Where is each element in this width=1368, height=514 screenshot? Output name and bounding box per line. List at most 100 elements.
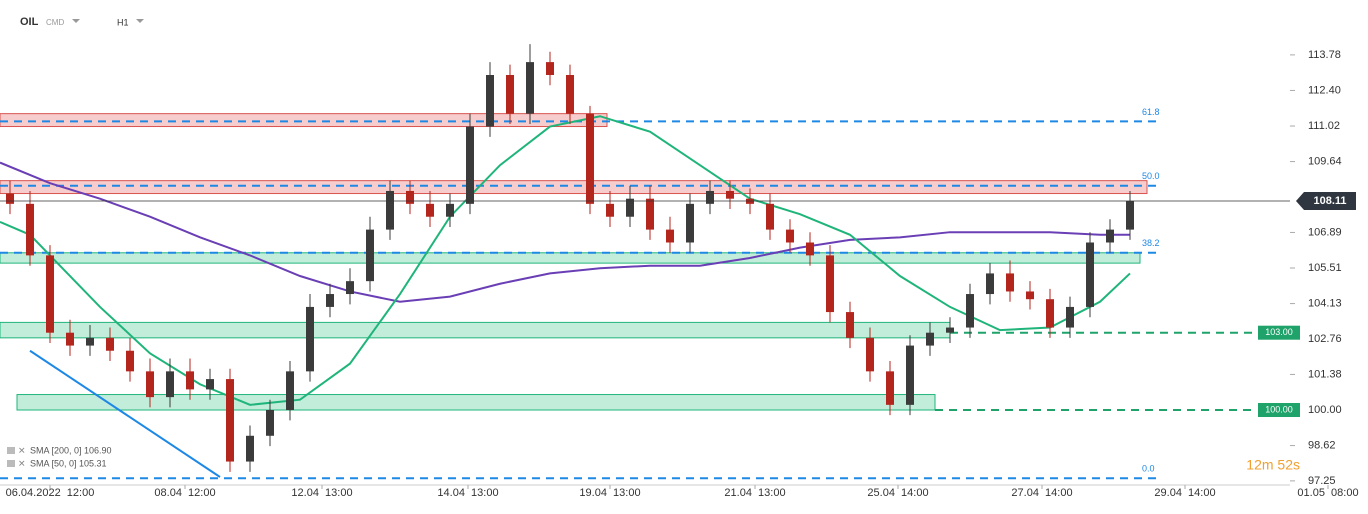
fib-label: 0.0 (1142, 464, 1155, 474)
legend-icon (7, 460, 15, 467)
x-tick-label: 25.04 14:00 (867, 487, 928, 499)
candle-body (166, 371, 174, 398)
candle-body (326, 294, 334, 307)
candle-body (586, 113, 594, 204)
legend-entry: SMA [200, 0] 106.90 (30, 445, 112, 455)
y-tick-label: 97.25 (1308, 475, 1336, 487)
candle-body (766, 203, 774, 230)
candle-body (846, 312, 854, 338)
x-tick-label: 14.04 13:00 (437, 487, 498, 499)
dropdown-icon[interactable] (136, 19, 144, 23)
legend-close: ✕ (18, 458, 26, 468)
level-label: 103.00 (1265, 327, 1293, 337)
candle-body (306, 306, 314, 372)
candle-body (1126, 201, 1134, 230)
candle-body (426, 203, 434, 217)
y-tick-label: 109.64 (1308, 155, 1342, 167)
zone (16, 394, 936, 411)
candle-body (926, 332, 934, 346)
zone (0, 180, 1148, 195)
candle-body (866, 337, 874, 372)
timer: 12m 52s (1246, 457, 1300, 473)
candle-body (486, 74, 494, 127)
candle-body (1066, 306, 1074, 328)
x-tick-label: 12.04 13:00 (291, 487, 352, 499)
zone (0, 113, 608, 128)
candle-body (1106, 229, 1114, 243)
y-tick-label: 98.62 (1308, 439, 1336, 451)
candle-body (706, 190, 714, 204)
last-price-label: 108.11 (1313, 195, 1346, 207)
candle-body (606, 203, 614, 217)
y-tick-label: 101.38 (1308, 368, 1342, 380)
candle-body (346, 281, 354, 295)
candle-body (946, 327, 954, 333)
candle-body (446, 203, 454, 217)
candle-body (46, 255, 54, 333)
candle-body (906, 345, 914, 405)
trendline (29, 349, 221, 478)
candle-body (106, 337, 114, 351)
candle-body (686, 203, 694, 243)
x-tick-label: 19.04 13:00 (579, 487, 640, 499)
y-tick-label: 106.89 (1308, 226, 1342, 238)
dropdown-icon[interactable] (72, 19, 80, 23)
candle-body (646, 198, 654, 230)
level-box (1258, 325, 1300, 340)
candle-body (226, 379, 234, 462)
level-box (1258, 403, 1300, 418)
candle-body (366, 229, 374, 282)
candle-body (66, 332, 74, 346)
y-tick-label: 102.76 (1308, 333, 1342, 345)
candle-body (146, 371, 154, 398)
candle-body (286, 371, 294, 411)
candle-body (1046, 299, 1054, 328)
candle-body (386, 190, 394, 230)
candle-body (726, 190, 734, 199)
x-tick-label: 06.04.2022 12:00 (6, 487, 95, 499)
candle-body (566, 74, 574, 114)
candle-body (126, 350, 134, 372)
y-tick-label: 112.40 (1308, 84, 1341, 96)
market: CMD (46, 18, 64, 27)
candle-body (1006, 273, 1014, 292)
candle-body (1086, 242, 1094, 307)
candle-body (626, 198, 634, 217)
y-tick-label: 105.51 (1308, 262, 1342, 274)
candle-body (1026, 291, 1034, 300)
y-tick-label: 104.13 (1308, 297, 1342, 309)
candle-body (886, 371, 894, 405)
y-tick-label: 113.78 (1308, 49, 1341, 61)
x-tick-label: 08.04 12:00 (154, 487, 215, 499)
candle-body (406, 190, 414, 204)
candle-body (186, 371, 194, 390)
interval[interactable]: H1 (117, 17, 129, 27)
candle-body (666, 229, 674, 243)
x-tick-label: 01.05 08:00 (1297, 487, 1358, 499)
candle-body (6, 193, 14, 204)
candle-body (826, 255, 834, 313)
y-tick-label: 111.02 (1308, 120, 1340, 132)
candle-body (526, 62, 534, 114)
candle-body (546, 62, 554, 75)
x-tick-label: 21.04 13:00 (724, 487, 785, 499)
candle-body (466, 126, 474, 204)
candle-body (246, 435, 254, 462)
symbol[interactable]: OIL (20, 16, 39, 28)
legend-entry: SMA [50, 0] 105.31 (30, 458, 107, 468)
last-price-box (1296, 192, 1356, 211)
sma-line (0, 115, 1131, 406)
candle-body (26, 203, 34, 256)
candle-body (86, 337, 94, 346)
level-label: 100.00 (1265, 404, 1293, 414)
fib-label: 61.8 (1142, 107, 1160, 117)
candle-body (986, 273, 994, 295)
x-tick-label: 27.04 14:00 (1011, 487, 1072, 499)
zone (0, 252, 1141, 264)
candle-body (806, 242, 814, 256)
zone (0, 321, 951, 339)
candle-body (506, 74, 514, 114)
candle-body (966, 294, 974, 328)
